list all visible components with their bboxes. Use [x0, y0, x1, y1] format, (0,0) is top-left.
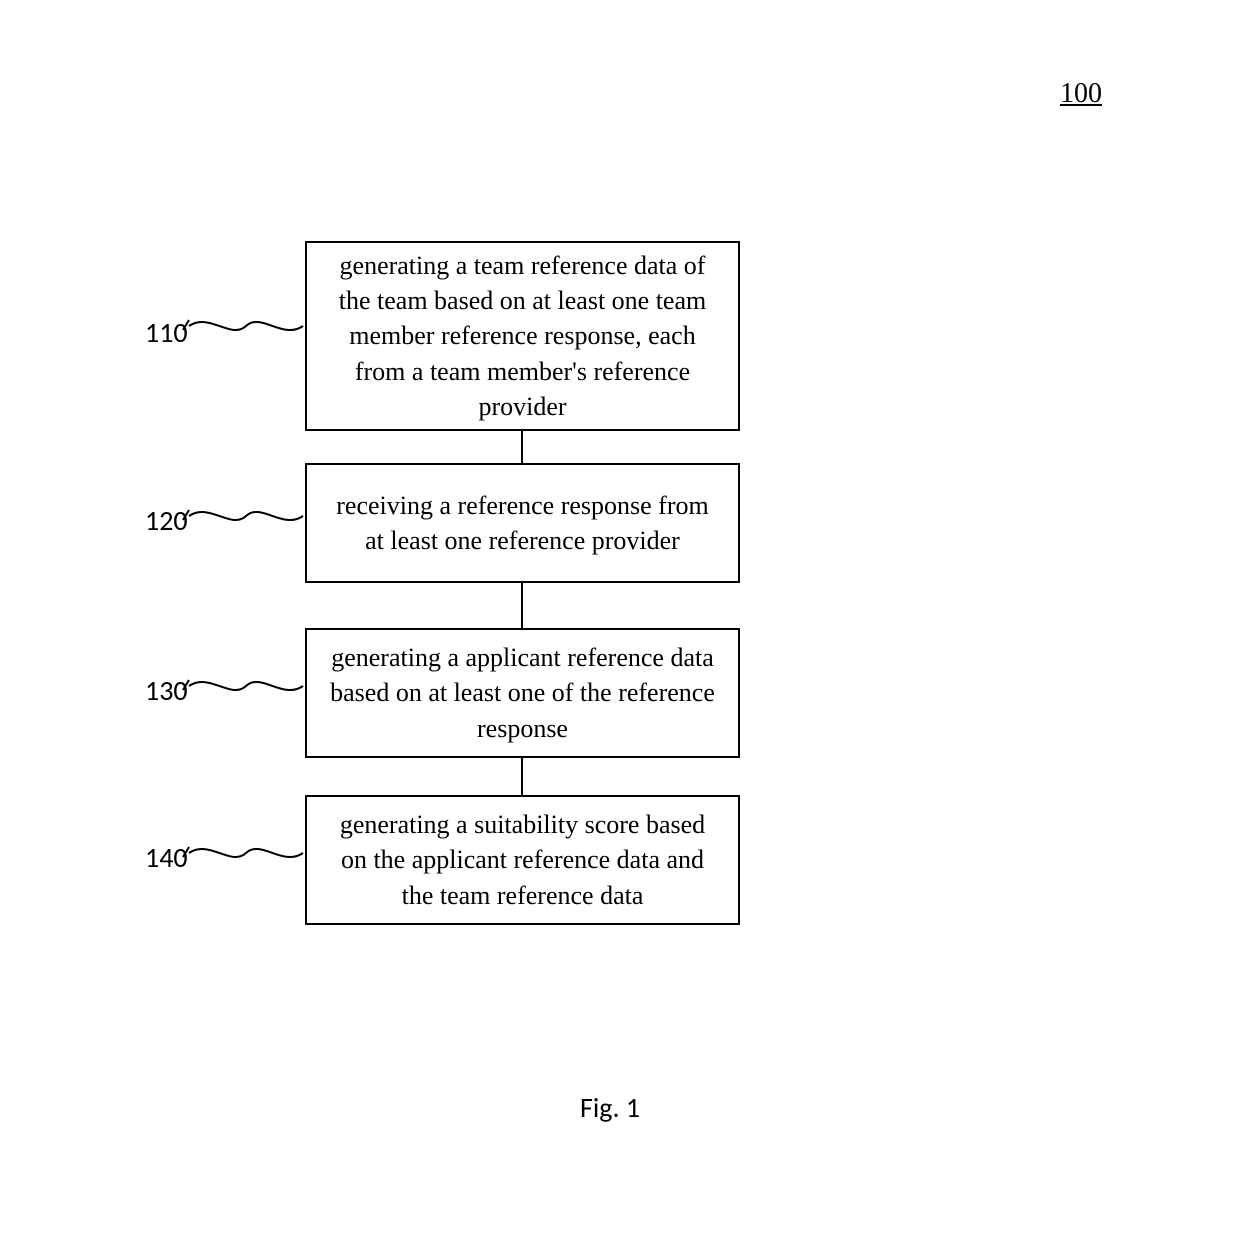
flowchart-step-1: generating a team reference data of the …: [305, 241, 740, 431]
flowchart-step-3: generating a applicant reference data ba…: [305, 628, 740, 758]
step-label-4: 140: [145, 840, 188, 875]
step-label-1: 110: [145, 315, 188, 350]
figure-caption: Fig. 1: [580, 1090, 640, 1125]
label-curve-1: [189, 322, 303, 330]
label-connectors: [0, 0, 1240, 1233]
label-curve-2: [189, 512, 303, 520]
step-label-3: 130: [145, 673, 188, 708]
flowchart-step-2: receiving a reference response from at l…: [305, 463, 740, 583]
connector-3: [521, 758, 523, 795]
label-curve-4: [189, 849, 303, 857]
connector-1: [521, 431, 523, 463]
step-label-2: 120: [145, 503, 188, 538]
flowchart-step-4: generating a suitability score based on …: [305, 795, 740, 925]
connector-2: [521, 583, 523, 628]
figure-number: 100: [1060, 78, 1102, 110]
label-curve-3: [189, 682, 303, 690]
